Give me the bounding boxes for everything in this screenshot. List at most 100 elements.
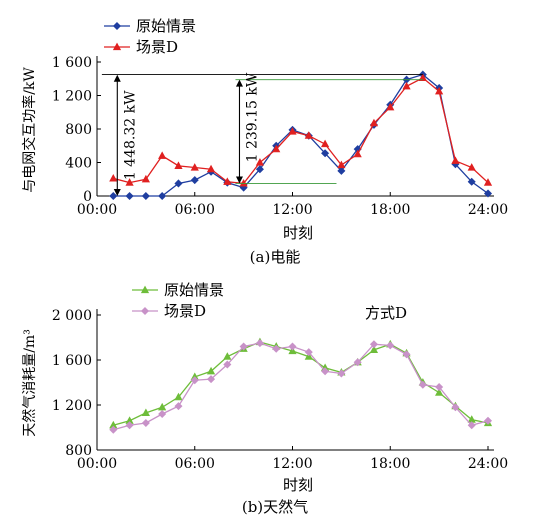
chart-a-y-tick-label: 1 200 <box>52 89 92 105</box>
chart-a-annotation-1: 1 448.32 kW <box>122 90 138 180</box>
chart-b-series-0-point <box>158 402 167 411</box>
chart-a-series-1-point <box>386 102 395 111</box>
chart-a-x-tick-label: 24:00 <box>468 202 508 218</box>
chart-b-y-tick-label: 1 600 <box>52 353 92 369</box>
chart-a-arrow-2-head-bottom <box>235 176 243 184</box>
chart-b-series-0-line <box>113 341 489 426</box>
chart-a-y-tick-label: 0 <box>83 189 92 205</box>
chart-a-series-1-point <box>418 73 427 82</box>
chart-b-series-1-point <box>321 367 330 376</box>
chart-a-series-0-point <box>321 149 330 158</box>
chart-a-x-tick-label: 00:00 <box>77 202 117 218</box>
chart-b-xlabel: 时刻 <box>283 476 313 494</box>
chart-a-series-1-point <box>369 118 379 127</box>
chart-a-series-1-point <box>109 173 118 182</box>
chart-a-series-0-point <box>255 165 264 174</box>
chart-b-series-1-point <box>288 342 297 351</box>
chart-a-series-0-point <box>483 189 493 198</box>
chart-b-series-0-point <box>369 345 379 353</box>
chart-a-caption: (a)电能 <box>250 248 301 266</box>
chart-a-series-1-point <box>288 127 297 135</box>
chart-a-series-1-point <box>402 81 411 90</box>
chart-a-series-1-point <box>320 139 330 148</box>
chart-b-series-0-point <box>223 352 232 360</box>
chart-a-legend-0-label: 原始情景 <box>136 17 196 35</box>
chart-b-ylabel: 天然气消耗量/m³ <box>21 329 38 437</box>
chart-b-series-1-point <box>158 409 167 419</box>
chart-b-x-tick-label: 06:00 <box>175 456 215 472</box>
chart-a-x-tick-label: 18:00 <box>370 202 410 218</box>
chart-a-series-0-point <box>158 191 167 201</box>
chart-a-x-tick-label: 12:00 <box>272 202 312 218</box>
chart-a-series-0-point <box>125 191 134 201</box>
chart-b-series-0-point <box>174 392 183 401</box>
chart-a-legend-1-label: 场景D <box>136 38 178 56</box>
chart-b-series-1-point <box>418 380 427 389</box>
chart-a-annotation-2: 1 239.15 kW <box>244 72 260 162</box>
chart-a-arrow-1-head-top <box>113 74 121 82</box>
chart-a-series-1-point <box>206 164 216 173</box>
chart-a-series-1-point <box>141 174 150 183</box>
chart-b-series-1-point <box>483 416 493 425</box>
chart-a-arrow-2-head-top <box>235 79 243 87</box>
chart-b-series-1-point <box>109 425 118 434</box>
chart-b-y-tick-label: 2 000 <box>52 308 92 324</box>
chart-a-series-0-line <box>113 73 489 197</box>
chart-a-x-tick-label: 06:00 <box>175 202 215 218</box>
chart-b-series-1-point <box>337 369 346 378</box>
chart-a-series-1-point <box>255 158 265 166</box>
chart-a-ylabel: 与电网交互功率/kW <box>21 67 38 193</box>
chart-b-series-1-point <box>272 344 281 353</box>
chart-b-series-1-point <box>353 358 362 367</box>
chart-a-series-1-point <box>451 156 460 164</box>
chart-b-series-1-point <box>451 403 460 412</box>
chart-a-arrow-1-head-bottom <box>113 189 121 196</box>
chart-b-series-1-point <box>255 339 264 348</box>
chart-a-series-0-point <box>337 166 346 175</box>
chart-b-x-tick-label: 00:00 <box>77 456 117 472</box>
chart-a-series-1-point <box>239 179 248 187</box>
chart-a-series-1-point <box>190 163 199 171</box>
chart-b-x-tick-label: 18:00 <box>370 456 410 472</box>
chart-b-caption: (b)天然气 <box>242 498 308 516</box>
chart-a-series-1-point <box>337 160 346 169</box>
chart-b-series-1-point <box>435 382 444 392</box>
chart-b-legend-1-label: 场景D <box>164 302 206 320</box>
chart-a-series-0-point <box>174 179 183 188</box>
chart-b-series-0-point <box>141 408 150 416</box>
chart-b-series-1-point <box>141 418 150 428</box>
chart-a-legend-0-marker <box>112 21 122 31</box>
chart-a-series-1-point <box>272 144 281 153</box>
chart-b-series-1-point <box>223 360 232 369</box>
chart-a-series-1-point <box>304 131 313 139</box>
chart-a-series-1-point <box>435 86 444 95</box>
chart-a-series-0-point <box>190 176 199 185</box>
chart-a-series-1-point <box>223 177 232 185</box>
chart-b-legend-1-marker <box>140 306 150 316</box>
chart-b-series-1-line <box>113 342 489 431</box>
chart-b-series-1-point <box>239 342 248 351</box>
chart-b-series-1-point <box>174 402 183 411</box>
chart-a-series-1-point <box>125 178 134 186</box>
chart-b-legend-0-label: 原始情景 <box>164 281 224 299</box>
chart-a-series-0-point <box>141 191 150 201</box>
chart-b-series-1-point <box>467 421 476 430</box>
chart-b-series-0-point <box>206 366 216 375</box>
chart-b-series-1-point <box>386 341 395 350</box>
chart-a-series-0-point <box>467 177 476 186</box>
chart-b-series-1-point <box>125 421 134 430</box>
chart-b-plot: 800 1 200 1 600 2 000 00:00 06:00 12:00 18:00 24… <box>52 281 508 472</box>
chart-b-legend-0-marker <box>140 285 150 294</box>
chart-b-series-1-point <box>190 376 199 385</box>
chart-a-series-1-point <box>353 149 362 158</box>
chart-b-y-tick-label: 800 <box>65 443 92 459</box>
chart-a-series-1-point <box>467 163 476 171</box>
chart-b-series-1-point <box>402 350 411 359</box>
chart-a-series-1-point <box>174 161 183 169</box>
chart-a-series-0-point <box>109 191 118 201</box>
chart-b-annotation: 方式D <box>365 304 407 322</box>
chart-b-series-1-point <box>304 348 313 357</box>
chart-a-legend-1-marker <box>112 42 122 51</box>
chart-a-y-tick-label: 800 <box>65 122 92 138</box>
